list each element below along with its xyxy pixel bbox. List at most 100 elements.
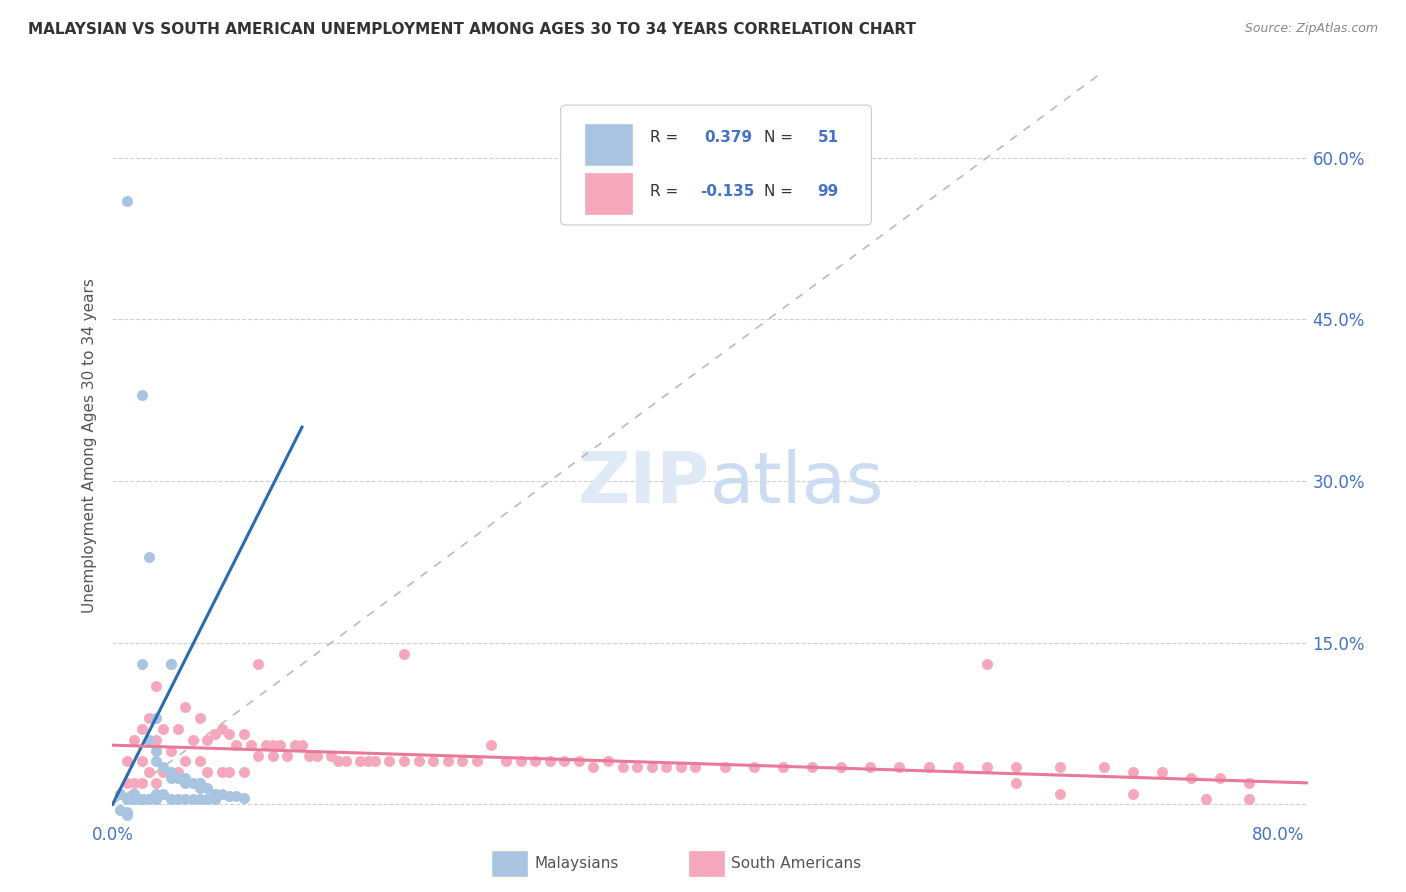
Point	[174, 700, 197, 714]
Point	[204, 727, 226, 741]
Point	[976, 657, 998, 672]
Y-axis label: Unemployment Among Ages 30 to 34 years: Unemployment Among Ages 30 to 34 years	[82, 278, 97, 614]
Point	[218, 765, 240, 780]
Point	[138, 792, 160, 806]
Bar	[585, 124, 633, 165]
Point	[174, 755, 197, 769]
Point	[1150, 765, 1173, 780]
Point	[408, 755, 430, 769]
Point	[211, 722, 233, 736]
Point	[131, 792, 153, 806]
Point	[115, 805, 138, 819]
Point	[138, 549, 160, 564]
Point	[159, 771, 181, 785]
Point	[772, 760, 794, 774]
Point	[889, 760, 911, 774]
Point	[138, 711, 160, 725]
Point	[211, 765, 233, 780]
Point	[284, 738, 307, 752]
Point	[596, 755, 619, 769]
Point	[641, 760, 664, 774]
Point	[356, 755, 378, 769]
Point	[328, 755, 350, 769]
Point	[152, 722, 174, 736]
Point	[830, 760, 852, 774]
Point	[204, 787, 226, 801]
Point	[239, 738, 262, 752]
Point	[305, 748, 328, 763]
Point	[626, 760, 648, 774]
Point	[115, 792, 138, 806]
Point	[976, 760, 998, 774]
Point	[124, 776, 146, 790]
Point	[131, 755, 153, 769]
Text: -0.135: -0.135	[700, 184, 755, 199]
Point	[115, 776, 138, 790]
Point	[1005, 760, 1028, 774]
Point	[262, 748, 284, 763]
Point	[232, 791, 254, 805]
Point	[145, 711, 167, 725]
Point	[131, 388, 153, 402]
Point	[495, 755, 517, 769]
Text: MALAYSIAN VS SOUTH AMERICAN UNEMPLOYMENT AMONG AGES 30 TO 34 YEARS CORRELATION C: MALAYSIAN VS SOUTH AMERICAN UNEMPLOYMENT…	[28, 22, 917, 37]
Point	[1239, 792, 1261, 806]
Point	[167, 771, 190, 785]
Point	[195, 781, 218, 796]
Point	[188, 781, 211, 796]
Point	[392, 755, 415, 769]
Point	[946, 760, 969, 774]
Point	[218, 789, 240, 803]
Point	[232, 727, 254, 741]
Text: N =: N =	[763, 130, 797, 145]
Point	[481, 738, 503, 752]
Point	[509, 755, 531, 769]
Point	[378, 755, 401, 769]
Point	[115, 755, 138, 769]
Point	[349, 755, 371, 769]
Point	[568, 755, 591, 769]
Point	[167, 765, 190, 780]
Point	[436, 755, 458, 769]
Point	[145, 679, 167, 693]
Text: R =: R =	[651, 130, 683, 145]
Text: Malaysians: Malaysians	[534, 856, 619, 871]
Point	[247, 748, 270, 763]
Point	[188, 792, 211, 806]
Point	[174, 776, 197, 790]
Point	[1239, 776, 1261, 790]
Point	[465, 755, 488, 769]
Point	[262, 738, 284, 752]
Point	[108, 787, 131, 801]
Point	[917, 760, 939, 774]
Point	[124, 732, 146, 747]
Point	[195, 732, 218, 747]
Point	[422, 755, 444, 769]
Point	[291, 738, 314, 752]
Point	[131, 722, 153, 736]
Text: ZIP: ZIP	[578, 449, 710, 518]
Point	[152, 765, 174, 780]
Point	[225, 789, 247, 803]
Point	[582, 760, 605, 774]
Point	[159, 657, 181, 672]
Point	[685, 760, 707, 774]
Point	[195, 792, 218, 806]
Point	[181, 792, 204, 806]
Point	[538, 755, 561, 769]
Point	[612, 760, 634, 774]
Text: Source: ZipAtlas.com: Source: ZipAtlas.com	[1244, 22, 1378, 36]
Point	[1180, 771, 1202, 785]
Point	[1049, 787, 1071, 801]
Point	[524, 755, 547, 769]
Point	[364, 755, 387, 769]
Point	[713, 760, 735, 774]
Point	[145, 743, 167, 757]
Point	[108, 787, 131, 801]
Point	[335, 755, 357, 769]
Point	[1122, 765, 1144, 780]
Point	[145, 732, 167, 747]
Point	[115, 808, 138, 822]
Point	[115, 194, 138, 208]
Point	[669, 760, 692, 774]
